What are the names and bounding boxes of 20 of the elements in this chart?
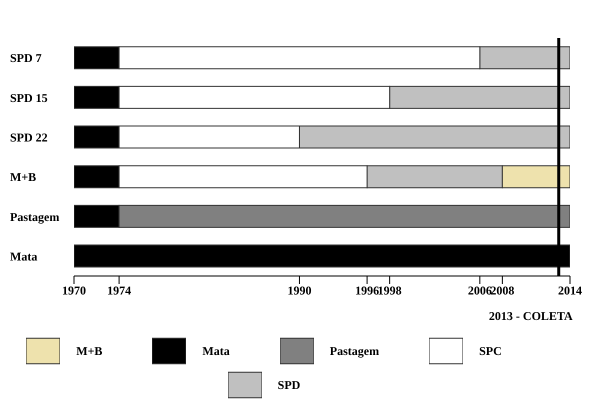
y-tick-label: SPD 7 — [10, 51, 42, 66]
legend-label: SPC — [479, 344, 502, 358]
y-tick-label: SPD 22 — [10, 130, 48, 144]
x-tick-label: 1970 — [62, 284, 86, 298]
x-tick-label: 2008 — [490, 284, 514, 298]
y-tick-label: M+B — [10, 170, 36, 184]
legend-label: SPD — [278, 378, 300, 392]
x-tick-label: 1996 — [355, 284, 380, 298]
legend-label: M+B — [76, 344, 102, 358]
ref-line-label: 2013 - COLETA — [488, 309, 574, 323]
legend-label: Pastagem — [330, 344, 380, 358]
x-tick-label: 2006 — [468, 284, 492, 298]
y-tick-label: Mata — [10, 249, 38, 264]
y-tick-label: SPD 15 — [10, 90, 48, 105]
x-tick-label: 1990 — [287, 284, 312, 298]
legend-label: Mata — [202, 344, 230, 358]
y-tick-label: Pastagem — [10, 210, 60, 224]
x-tick-label: 1974 — [107, 284, 132, 298]
x-tick-label: 1998 — [378, 284, 402, 298]
x-tick-label: 2014 — [558, 284, 582, 298]
